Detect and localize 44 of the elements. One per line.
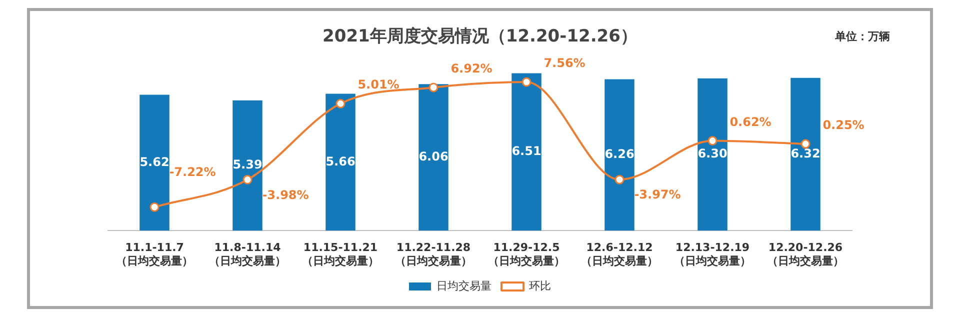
data-label: 6.92% xyxy=(450,62,492,76)
data-label: 5.66 xyxy=(326,154,356,168)
text: 单位：万辆 xyxy=(834,30,890,43)
data-label: 6.26 xyxy=(604,147,634,162)
data-label: 7.56% xyxy=(544,56,586,70)
x-tick-label: 11.1-11.7 （日均交易量） xyxy=(116,241,193,268)
point xyxy=(522,77,532,87)
data-label: 6.06 xyxy=(418,149,448,164)
data-label: -3.97% xyxy=(634,188,681,202)
legend-label: 环比 xyxy=(529,279,551,292)
point xyxy=(708,136,718,146)
x-tick-label: 12.13-12.19 （日均交易量） xyxy=(674,241,751,268)
x-tick-label: 11.15-11.21 （日均交易量） xyxy=(302,241,379,268)
point xyxy=(428,82,438,92)
x-tick-label: 11.22-11.28 （日均交易量） xyxy=(395,241,472,268)
data-label: -7.22% xyxy=(169,165,216,180)
chart-title: 2021年周度交易情况（12.20-12.26） xyxy=(322,26,638,47)
bar xyxy=(418,84,448,231)
point xyxy=(614,174,624,184)
x-tick-label: 12.6-12.12 （日均交易量） xyxy=(581,241,658,268)
data-label: 6.30 xyxy=(698,146,728,161)
bar xyxy=(512,73,542,231)
bar xyxy=(232,100,262,231)
point xyxy=(336,98,346,108)
data-label: 0.62% xyxy=(730,114,772,129)
data-label: 5.01% xyxy=(358,78,400,92)
bar xyxy=(604,79,634,231)
data-label: 6.32 xyxy=(790,146,820,160)
point xyxy=(150,202,160,212)
x-tick-label: 11.29-12.5 （日均交易量） xyxy=(488,241,565,268)
bar xyxy=(326,94,356,231)
data-label: 5.62 xyxy=(140,154,170,169)
bar xyxy=(790,78,820,231)
x-tick-label: 12.20-12.26 （日均交易量） xyxy=(767,241,844,268)
data-label: 6.51 xyxy=(512,144,542,158)
data-label: 0.25% xyxy=(822,118,864,132)
bar xyxy=(140,94,170,231)
x-tick-label: 11.8-11.14 （日均交易量） xyxy=(209,241,286,268)
point xyxy=(800,139,810,149)
data-label: 5.39 xyxy=(232,158,262,172)
data-label: -3.98% xyxy=(262,188,309,202)
legend-label: 日均交易量 xyxy=(436,279,492,292)
bar xyxy=(698,78,728,231)
point xyxy=(242,174,252,184)
